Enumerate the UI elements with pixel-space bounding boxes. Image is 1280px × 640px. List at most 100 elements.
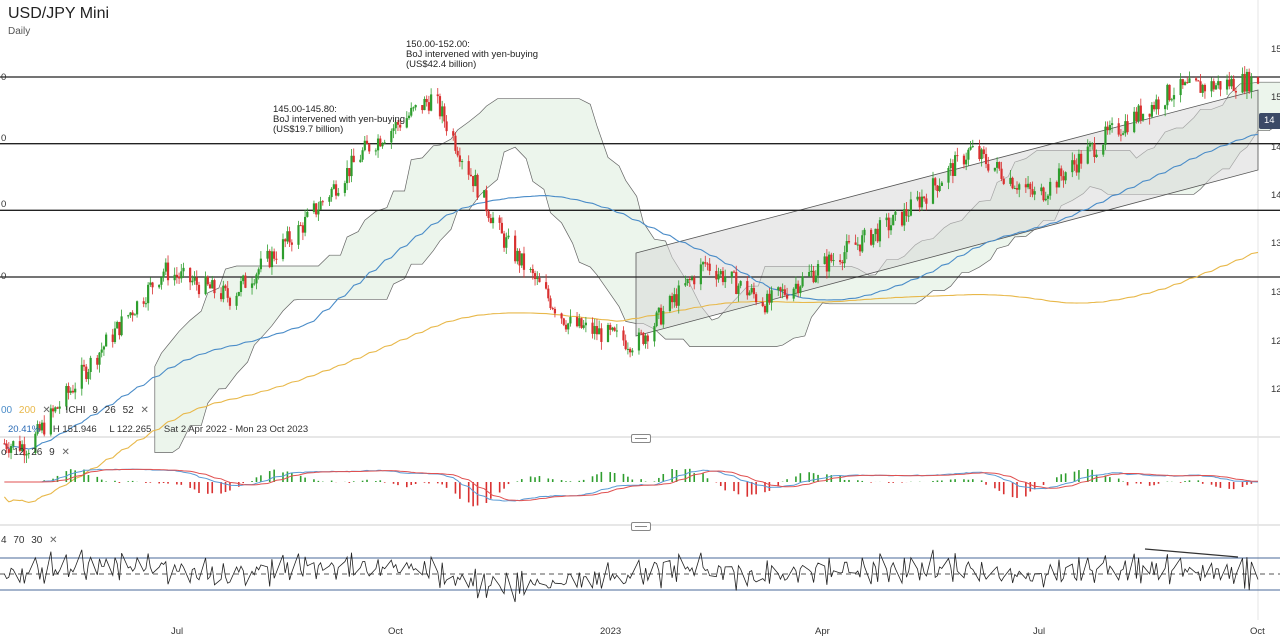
pane-resize-handle[interactable] xyxy=(631,434,651,443)
candle-body xyxy=(1110,123,1114,125)
macd-histogram-bar xyxy=(755,482,757,495)
candle-body xyxy=(520,253,523,266)
candle-body xyxy=(1013,188,1016,190)
candle-body xyxy=(1234,90,1237,93)
candle-body xyxy=(399,124,402,128)
macd-histogram-bar xyxy=(799,473,802,482)
macd-histogram-bar xyxy=(383,482,386,483)
candle-body xyxy=(250,283,254,288)
candle-body xyxy=(938,185,941,192)
chart-timeframe: Daily xyxy=(8,26,31,37)
rsi-param: 30 xyxy=(31,535,43,546)
macd-histogram-bar xyxy=(1016,482,1018,498)
candle-body xyxy=(1194,78,1198,81)
candle-body xyxy=(1055,181,1058,188)
candle-body xyxy=(748,292,751,296)
macd-histogram-bar xyxy=(1246,482,1248,485)
candle-body xyxy=(286,231,289,242)
candle-body xyxy=(237,292,240,296)
candle-body xyxy=(491,217,495,224)
pane-resize-handle[interactable] xyxy=(631,522,651,531)
macd-histogram-bar xyxy=(361,480,364,482)
candle-body xyxy=(949,163,952,169)
candle-body xyxy=(36,424,39,434)
candle-body xyxy=(5,443,8,450)
macd-histogram-bar xyxy=(569,481,572,482)
candle-body xyxy=(1046,195,1050,199)
macd-histogram-bar xyxy=(1029,482,1032,492)
candle-body xyxy=(584,322,587,326)
candle-body xyxy=(1057,168,1061,188)
macd-histogram-bar xyxy=(892,482,895,483)
candle-body xyxy=(1186,82,1189,84)
macd-histogram-bar xyxy=(397,482,399,486)
candle-body xyxy=(668,295,672,312)
candle-body xyxy=(228,297,232,306)
candle-body xyxy=(12,441,15,447)
candle-body xyxy=(1086,146,1089,164)
macd-histogram-bar xyxy=(596,474,598,482)
candle-body xyxy=(359,159,362,163)
macd-histogram-bar xyxy=(1215,482,1217,487)
macd-histogram-bar xyxy=(1086,469,1089,482)
candle-body xyxy=(312,203,316,212)
macd-histogram-bar xyxy=(941,480,943,482)
macd-histogram-bar xyxy=(1025,482,1027,497)
candle-body xyxy=(350,155,353,177)
candle-body xyxy=(719,271,722,275)
macd-histogram-bar xyxy=(971,479,974,482)
candle-body xyxy=(1155,99,1158,110)
macd-histogram-bar xyxy=(520,479,523,482)
candle-body xyxy=(315,203,318,215)
candle-body xyxy=(445,121,448,132)
candle-body xyxy=(460,161,464,163)
candle-body xyxy=(487,211,490,219)
annotation-boj-oct: 150.00-152.00: BoJ intervened with yen-b… xyxy=(406,39,539,70)
candle-body xyxy=(407,115,411,119)
candle-body xyxy=(189,267,192,283)
macd-histogram-bar xyxy=(1095,474,1098,482)
candle-body xyxy=(841,262,844,264)
candle-body xyxy=(1228,79,1231,87)
candle-body xyxy=(423,98,426,111)
macd-histogram-bar xyxy=(207,482,209,494)
macd-close-icon[interactable]: ✕ xyxy=(61,447,70,458)
ichimoku-close-icon[interactable]: ✕ xyxy=(140,405,149,416)
macd-histogram-bar xyxy=(750,482,753,495)
candle-body xyxy=(518,250,521,266)
candle-body xyxy=(823,256,826,264)
candle-body xyxy=(810,270,813,273)
candle-body xyxy=(1071,160,1074,173)
macd-histogram-bar xyxy=(516,481,519,482)
candle-body xyxy=(111,334,114,343)
candle-body xyxy=(1102,144,1105,155)
ma-close-icon[interactable]: ✕ xyxy=(42,405,51,416)
macd-histogram-bar xyxy=(268,471,271,482)
macd-histogram-bar xyxy=(613,473,616,482)
macd-histogram-bar xyxy=(229,482,231,491)
candle-body xyxy=(816,263,820,276)
candle-body xyxy=(498,217,501,223)
macd-histogram-bar xyxy=(118,482,121,483)
candle-body xyxy=(1002,178,1005,184)
candle-body xyxy=(381,143,384,147)
candle-body xyxy=(392,128,395,131)
macd-histogram-bar xyxy=(454,482,457,494)
candle-body xyxy=(1080,153,1083,164)
candle-body xyxy=(144,303,148,305)
macd-histogram-bar xyxy=(954,479,956,482)
macd-histogram-bar xyxy=(87,475,90,482)
macd-histogram-bar xyxy=(282,472,284,482)
macd-histogram-bar xyxy=(158,482,160,484)
candle-body xyxy=(376,138,380,151)
macd-histogram-bar xyxy=(591,476,594,482)
candle-body xyxy=(611,327,614,330)
candle-body xyxy=(737,285,740,295)
candle-body xyxy=(894,211,897,215)
candle-body xyxy=(421,105,424,111)
candle-body xyxy=(675,294,678,306)
candle-body xyxy=(204,276,207,295)
macd-histogram-bar xyxy=(366,479,368,482)
macd-histogram-bar xyxy=(817,474,819,482)
rsi-close-icon[interactable]: ✕ xyxy=(49,535,58,546)
